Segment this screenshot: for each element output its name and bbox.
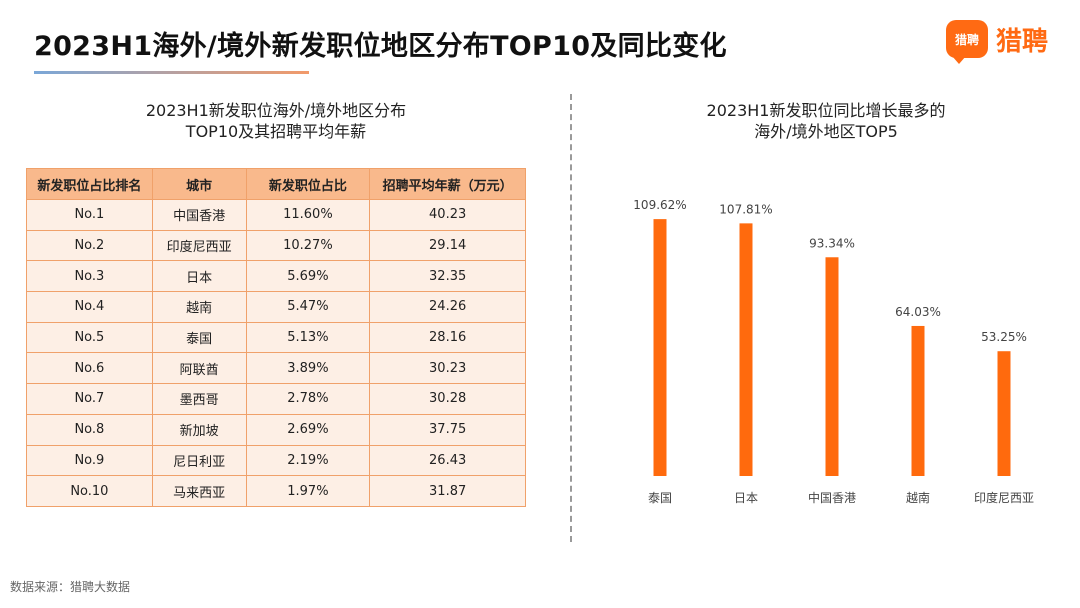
table-row: No.4 越南 5.47% 24.26 bbox=[26, 291, 526, 323]
growth-bar-chart: 109.62% 泰国 107.81% 日本 93.34% 中国香港 64.03% 越南 53.2… bbox=[633, 198, 1034, 505]
cell-share: 2.19% bbox=[245, 444, 371, 477]
cell-salary: 28.16 bbox=[369, 321, 526, 354]
table-title-line1: 2023H1新发职位海外/境外地区分布 bbox=[145, 101, 407, 120]
category-label: 中国香港 bbox=[808, 490, 856, 505]
cell-rank: No.7 bbox=[26, 383, 153, 415]
cell-salary: 32.35 bbox=[369, 260, 526, 293]
bar-value-label: 64.03% bbox=[895, 305, 941, 319]
cell-salary: 40.23 bbox=[369, 199, 526, 231]
bar-1 bbox=[653, 219, 667, 477]
header-salary: 招聘平均年薪（万元） bbox=[369, 168, 526, 200]
bar-3 bbox=[825, 257, 839, 476]
cell-share: 11.60% bbox=[245, 199, 371, 231]
table-row: No.10 马来西亚 1.97% 31.87 bbox=[26, 475, 526, 507]
cell-rank: No.9 bbox=[26, 444, 153, 477]
cell-rank: No.1 bbox=[26, 199, 153, 231]
cell-city: 马来西亚 bbox=[151, 475, 247, 507]
cell-share: 1.97% bbox=[245, 475, 371, 507]
cell-salary: 37.75 bbox=[369, 413, 526, 446]
cell-city: 尼日利亚 bbox=[151, 444, 247, 477]
page-title: 2023H1海外/境外新发职位地区分布TOP10及同比变化 bbox=[34, 31, 727, 62]
table-row: No.1 中国香港 11.60% 40.23 bbox=[26, 199, 526, 231]
cell-city: 新加坡 bbox=[151, 413, 247, 446]
dashed-divider bbox=[570, 94, 572, 542]
chart-title-line1: 2023H1新发职位同比增长最多的 bbox=[706, 101, 946, 120]
chart-title-line2: 海外/境外地区TOP5 bbox=[754, 122, 898, 141]
cell-share: 2.78% bbox=[245, 383, 371, 415]
cell-city: 越南 bbox=[151, 291, 247, 323]
cell-rank: No.3 bbox=[26, 260, 153, 293]
table-header-row: 新发职位占比排名 城市 新发职位占比 招聘平均年薪（万元） bbox=[26, 168, 526, 200]
table-title: 2023H1新发职位海外/境外地区分布 TOP10及其招聘平均年薪 bbox=[26, 100, 526, 142]
table-title-line2: TOP10及其招聘平均年薪 bbox=[185, 122, 367, 141]
bar-value-label: 53.25% bbox=[981, 330, 1027, 344]
bar-value-label: 93.34% bbox=[809, 236, 855, 250]
source-footnote: 数据来源：猎聘大数据 bbox=[10, 580, 131, 594]
chart-title: 2023H1新发职位同比增长最多的 海外/境外地区TOP5 bbox=[640, 100, 1012, 142]
cell-city: 阿联酋 bbox=[151, 352, 247, 385]
ranking-table: 新发职位占比排名 城市 新发职位占比 招聘平均年薪（万元） No.1 中国香港 11… bbox=[26, 168, 526, 507]
cell-city: 墨西哥 bbox=[151, 383, 247, 415]
cell-rank: No.2 bbox=[26, 229, 153, 262]
cell-city: 印度尼西亚 bbox=[151, 229, 247, 262]
brand-logo: 猎聘 猎聘 bbox=[946, 20, 1049, 64]
bar-value-label: 109.62% bbox=[633, 198, 686, 212]
bar-5 bbox=[997, 351, 1011, 476]
category-label: 印度尼西亚 bbox=[974, 490, 1034, 505]
cell-rank: No.6 bbox=[26, 352, 153, 385]
cell-salary: 29.14 bbox=[369, 229, 526, 262]
cell-share: 5.13% bbox=[245, 321, 371, 354]
cell-rank: No.10 bbox=[26, 475, 153, 507]
title-underline bbox=[34, 71, 309, 74]
brand-name: 猎聘 bbox=[996, 26, 1049, 57]
speech-bubble-icon: 猎聘 bbox=[946, 20, 988, 64]
cell-city: 泰国 bbox=[151, 321, 247, 354]
category-label: 越南 bbox=[906, 490, 930, 505]
cell-share: 3.89% bbox=[245, 352, 371, 385]
cell-salary: 24.26 bbox=[369, 291, 526, 323]
cell-salary: 30.28 bbox=[369, 383, 526, 415]
header-share: 新发职位占比 bbox=[245, 168, 371, 200]
table-row: No.3 日本 5.69% 32.35 bbox=[26, 260, 526, 293]
cell-share: 5.69% bbox=[245, 260, 371, 293]
cell-rank: No.4 bbox=[26, 291, 153, 323]
bar-4 bbox=[911, 325, 925, 476]
cell-salary: 30.23 bbox=[369, 352, 526, 385]
table-row: No.8 新加坡 2.69% 37.75 bbox=[26, 413, 526, 446]
category-label: 泰国 bbox=[648, 491, 672, 505]
cell-salary: 31.87 bbox=[369, 475, 526, 507]
cell-city: 日本 bbox=[151, 260, 247, 293]
table-row: No.2 印度尼西亚 10.27% 29.14 bbox=[26, 229, 526, 262]
table-row: No.9 尼日利亚 2.19% 26.43 bbox=[26, 444, 526, 477]
cell-city: 中国香港 bbox=[151, 199, 247, 231]
cell-rank: No.5 bbox=[26, 321, 153, 354]
table-row: No.7 墨西哥 2.78% 30.28 bbox=[26, 383, 526, 415]
cell-salary: 26.43 bbox=[369, 444, 526, 477]
table-row: No.6 阿联酋 3.89% 30.23 bbox=[26, 352, 526, 385]
bar-2 bbox=[739, 223, 753, 476]
cell-share: 5.47% bbox=[245, 291, 371, 323]
category-label: 日本 bbox=[734, 491, 758, 505]
cell-share: 10.27% bbox=[245, 229, 371, 262]
header-rank: 新发职位占比排名 bbox=[26, 168, 153, 200]
bar-value-label: 107.81% bbox=[719, 202, 772, 216]
table-row: No.5 泰国 5.13% 28.16 bbox=[26, 321, 526, 354]
cell-share: 2.69% bbox=[245, 413, 371, 446]
cell-rank: No.8 bbox=[26, 413, 153, 446]
header-city: 城市 bbox=[151, 168, 247, 200]
